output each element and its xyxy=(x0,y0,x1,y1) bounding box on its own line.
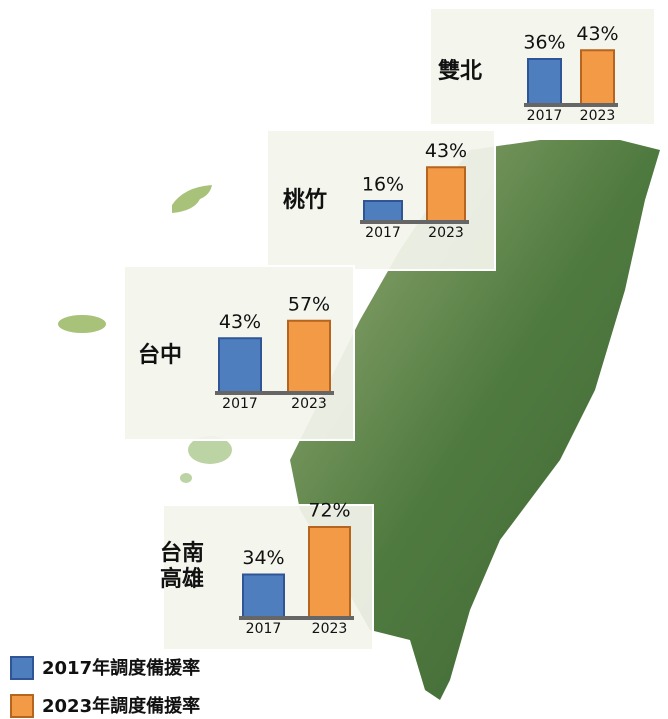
bar xyxy=(243,575,284,618)
value-label: 34% xyxy=(242,547,284,569)
bar xyxy=(581,50,614,104)
islet xyxy=(172,185,212,213)
region-title: 高雄 xyxy=(160,566,204,592)
bar xyxy=(427,167,465,221)
x-tick-label: 2017 xyxy=(246,621,282,637)
value-label: 36% xyxy=(523,32,565,54)
legend: 2017年調度備援率 2023年調度備援率 xyxy=(11,657,200,717)
bar xyxy=(364,201,402,221)
bar xyxy=(288,321,330,392)
islet xyxy=(180,473,192,483)
infographic: 雙北 36% 2017 43% 2023 桃竹 16% 2017 43% 2023 台中 43% 201… xyxy=(0,0,668,719)
legend-label: 2017年調度備援率 xyxy=(42,657,200,679)
region-chart: 台中 43% 2017 57% 2023 xyxy=(124,266,354,440)
x-tick-label: 2023 xyxy=(428,225,464,241)
region-title: 雙北 xyxy=(438,58,482,84)
legend-swatch xyxy=(11,657,33,679)
value-label: 43% xyxy=(425,140,467,162)
value-label: 57% xyxy=(288,293,330,315)
value-label: 43% xyxy=(219,311,261,333)
region-title: 桃竹 xyxy=(283,187,327,213)
value-label: 43% xyxy=(576,23,618,45)
bar xyxy=(309,527,350,617)
x-tick-label: 2023 xyxy=(312,621,348,637)
legend-swatch xyxy=(11,695,33,717)
value-label: 16% xyxy=(362,174,404,196)
x-tick-label: 2017 xyxy=(222,396,258,412)
x-tick-label: 2023 xyxy=(580,108,616,124)
bar xyxy=(219,338,261,392)
x-tick-label: 2017 xyxy=(527,108,563,124)
region-title: 台南 xyxy=(160,540,204,566)
region-title: 台中 xyxy=(138,342,182,368)
x-tick-label: 2017 xyxy=(365,225,401,241)
region-chart: 雙北 36% 2017 43% 2023 xyxy=(430,8,655,125)
x-tick-label: 2023 xyxy=(291,396,327,412)
value-label: 72% xyxy=(308,500,350,522)
bar xyxy=(528,59,561,104)
legend-label: 2023年調度備援率 xyxy=(42,695,200,717)
region-chart: 桃竹 16% 2017 43% 2023 xyxy=(267,130,495,270)
islet xyxy=(58,315,106,333)
